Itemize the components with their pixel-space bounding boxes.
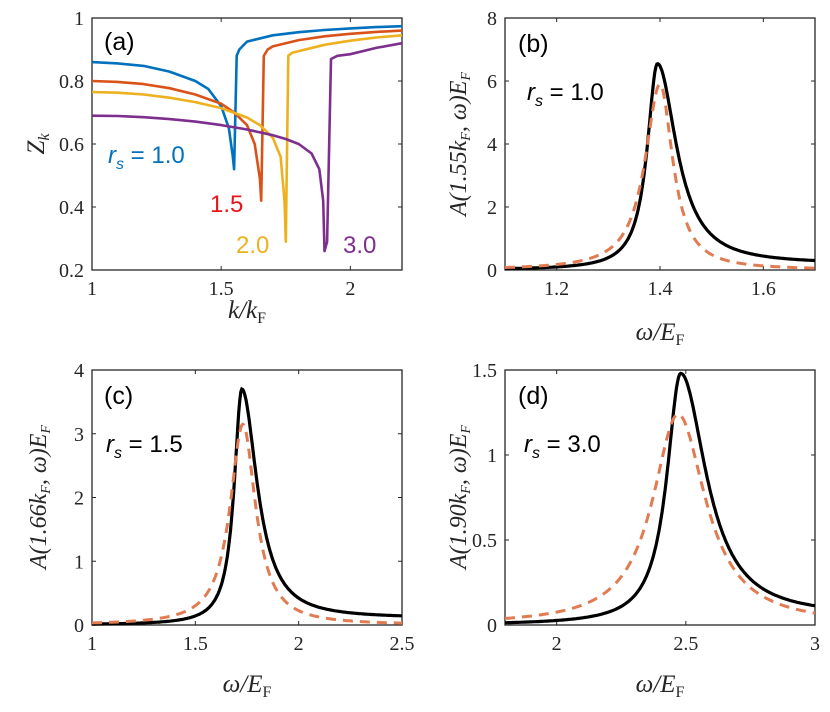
panel-c-xtick-label: 1.5: [183, 633, 208, 655]
panel-c-xtick-label: 1: [87, 633, 97, 655]
panel-a-ytick-label: 0.8: [59, 71, 84, 93]
series-line: [91, 24, 403, 171]
panel-a-ticks: 1 1.5 2 0.2 0.4 0.6 0.8 1: [59, 8, 402, 300]
dashed-curve: [505, 412, 816, 620]
panel-c-xtick-label: 2: [294, 633, 304, 655]
dashed-curve: [505, 82, 816, 270]
series-label-3.0: 3.0: [343, 232, 376, 259]
panel-c-ytick-label: 1: [74, 551, 84, 573]
panel-c-xtick-label: 2.5: [390, 633, 415, 655]
panel-d-ytick-label: 1.5: [472, 360, 497, 382]
panel-d-ytick-label: 1: [487, 445, 497, 467]
panel-b-xtick-label: 1.6: [751, 278, 776, 300]
panel-b-xtick-label: 1.4: [648, 278, 673, 300]
panel-a-xtick-label: 1.5: [209, 278, 234, 300]
panel-a-curves: [91, 24, 403, 253]
panel-d-ylabel: A(1.90kF, ω)EF: [446, 425, 474, 571]
panel-c-ytick-label: 2: [74, 488, 84, 510]
panel-b-label: (b): [518, 30, 549, 58]
panel-a: 1 1.5 20.20.40.60.81 (a) k/kF Zk rs = 1.0 …: [23, 8, 403, 327]
panel-b-ytick-label: 4: [487, 134, 497, 156]
panel-d-annotation: rs = 3.0: [524, 431, 601, 462]
panel-d-xlabel: ω/EF: [636, 671, 685, 701]
panel-c-ylabel: A(1.66kF, ω)EF: [26, 425, 54, 571]
panel-b-xlabel: ω/EF: [636, 319, 685, 349]
panel-d-ticks: 2 2.5 3 0 0.5 1 1.5: [472, 360, 820, 655]
panel-c-ytick-label: 4: [74, 360, 84, 382]
panel-d: 2 2.5 3 0 0.5 1 1.5 (d) rs = 3.0 ω/EF A(1.90kF…: [446, 360, 820, 701]
panel-a-xlabel: k/kF: [228, 297, 266, 327]
solid-curve: [505, 61, 815, 271]
series-label-2.0: 2.0: [236, 232, 269, 259]
panel-a-xtick-label: 2: [345, 278, 355, 300]
panel-b-frame: [504, 17, 816, 271]
series-line: [91, 29, 403, 202]
panel-b-ytick-label: 6: [487, 71, 497, 93]
panel-a-ytick-label: 0.4: [59, 197, 84, 219]
panel-a-ytick-label: 0.6: [59, 134, 84, 156]
panel-c-annotation: rs = 1.5: [106, 431, 183, 462]
panel-b-ytick-label: 8: [487, 8, 497, 30]
series-label-1.0: rs = 1.0: [108, 142, 185, 173]
panel-d-xtick-label: 2.5: [673, 633, 698, 655]
panel-d-ytick-label: 0: [487, 615, 497, 637]
panel-b-ylabel: A(1.55kF, ω)EF: [446, 72, 474, 218]
panel-b-xtick-label: 1.2: [544, 278, 569, 300]
panel-b-curves: [505, 61, 816, 271]
series-label-1.5: 1.5: [210, 191, 243, 218]
series-line: [91, 34, 403, 243]
panel-b-ytick-label: 0: [487, 260, 497, 282]
panel-c-label: (c): [104, 382, 133, 410]
panel-d-xtick-label: 2: [552, 633, 562, 655]
panel-a-xtick-label: 1: [87, 278, 97, 300]
panel-c-xlabel: ω/EF: [223, 671, 272, 701]
panel-a-label: (a): [104, 28, 135, 56]
panel-c-ytick-label: 0: [74, 615, 84, 637]
panel-d-frame: [504, 369, 816, 626]
panel-d-label: (d): [518, 382, 549, 410]
panel-d-curves: [505, 371, 816, 625]
panel-b-ticks: 1.2 1.4 1.6 0 2 4 6 8: [487, 8, 815, 300]
panel-b-annotation: rs = 1.0: [527, 79, 604, 110]
dashed-curve: [92, 422, 402, 625]
solid-curve: [505, 371, 816, 625]
panel-c-ytick-label: 3: [74, 424, 84, 446]
panel-d-xtick-label: 3: [810, 633, 820, 655]
series-line: [91, 41, 403, 253]
panel-d-ytick-label: 0.5: [472, 530, 497, 552]
panel-a-ylabel: Zk: [23, 133, 53, 155]
panel-b: 1.2 1.4 1.6 0 2 4 6 8 (b) rs = 1.0 ω/EF A(1.55k…: [446, 8, 816, 349]
panel-a-ytick-label: 0.2: [59, 260, 84, 282]
solid-curve: [92, 386, 402, 626]
panel-b-ytick-label: 2: [487, 197, 497, 219]
panel-a-ytick-label: 1: [74, 8, 84, 30]
panel-c-curves: [92, 386, 402, 626]
